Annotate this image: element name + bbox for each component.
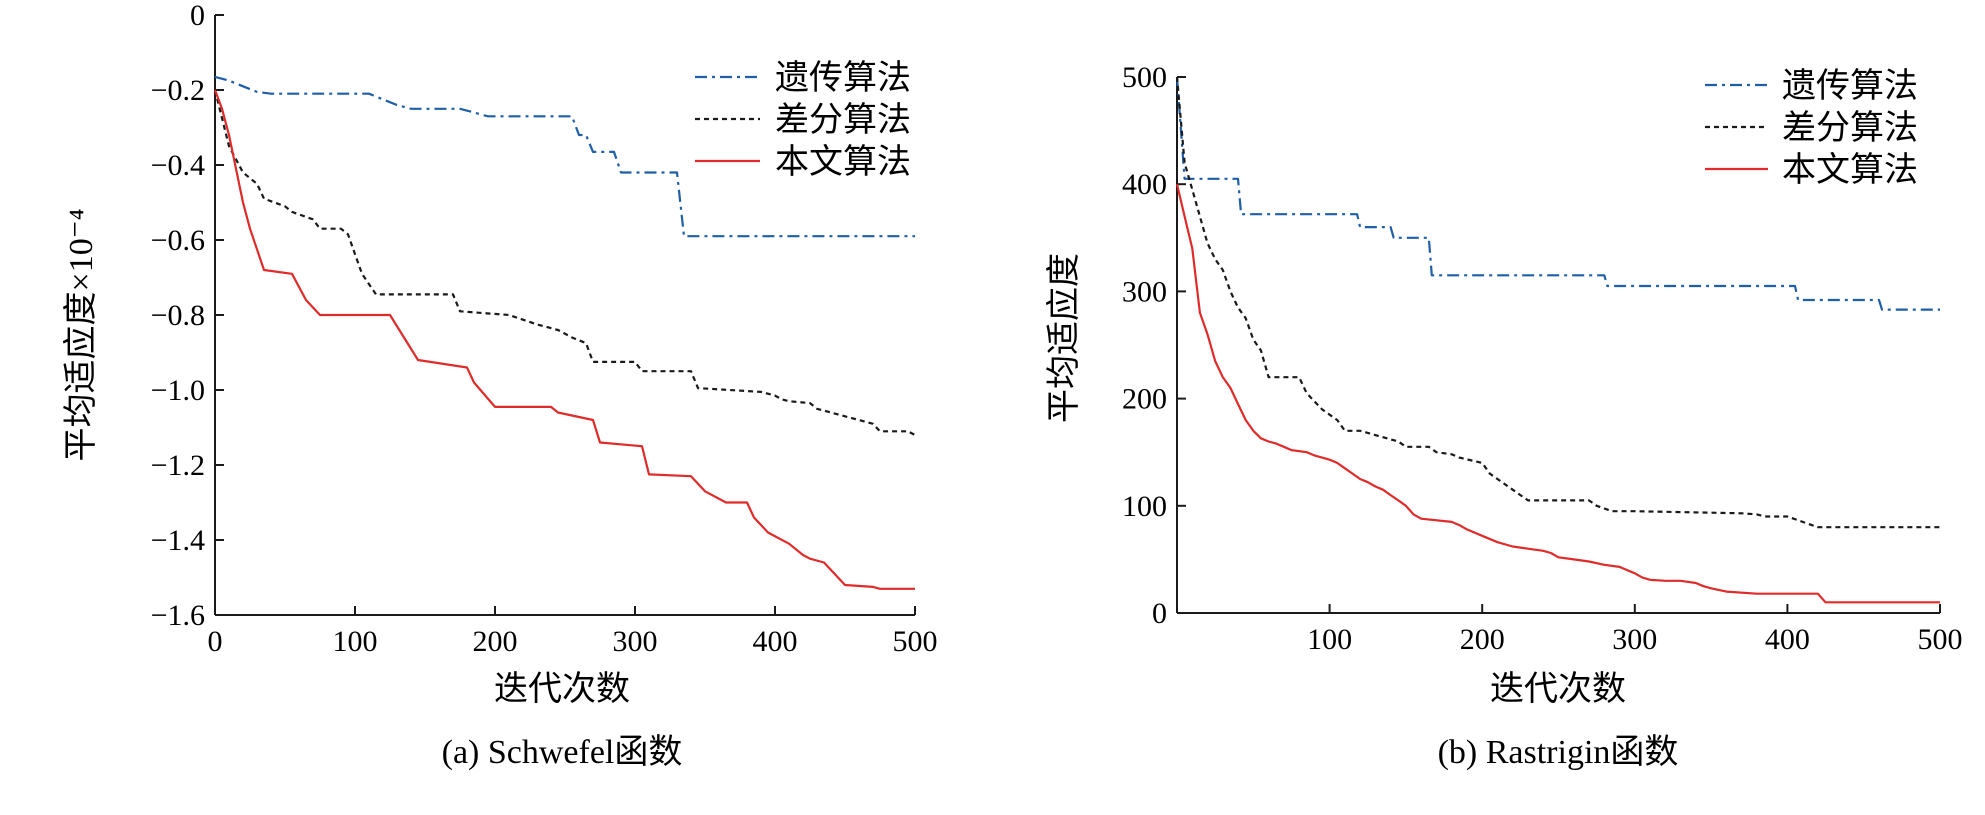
caption: (b) Rastrigin函数 (1438, 733, 1679, 771)
x-axis-title: 迭代次数 (1490, 670, 1626, 708)
series-line-1 (214, 75, 915, 238)
y-tick-label: 0 (190, 0, 205, 32)
y-tick-label: −1.0 (151, 374, 205, 407)
x-tick-label: 500 (893, 625, 938, 658)
y-axis-title: 平均适应度×10⁻⁴ (62, 209, 100, 462)
y-tick-label: 200 (1122, 383, 1167, 416)
series-line-3 (1175, 183, 1940, 604)
y-tick-label: 500 (1122, 61, 1167, 94)
legend-label: 差分算法 (775, 101, 911, 139)
y-tick-label: −1.2 (151, 449, 205, 482)
x-tick-label: 300 (613, 625, 658, 658)
y-tick-label: −0.8 (151, 299, 205, 332)
chart-schwefel: 平均适应度×10⁻⁴ 迭代次数 (a) Schwefel函数 0 100 200 30… (62, 0, 938, 771)
y-tick-label: 300 (1122, 275, 1167, 308)
y-tick-label: −0.2 (151, 74, 205, 107)
y-tick-label: −1.6 (151, 599, 205, 632)
y-tick-label: −1.4 (151, 524, 205, 557)
x-tick-label: 400 (753, 625, 798, 658)
series-line-3 (213, 89, 915, 590)
y-axis-title-rastrigin: 平均适应度 (1045, 253, 1083, 423)
series-line-1 (1175, 76, 1940, 311)
caption: (a) Schwefel函数 (442, 733, 683, 771)
y-tick-label: 400 (1122, 168, 1167, 201)
x-tick-label: 400 (1765, 623, 1810, 656)
y-tick-label: −0.4 (151, 149, 205, 182)
x-tick-label: 200 (473, 625, 518, 658)
legend-label: 本文算法 (1782, 151, 1918, 189)
series-line-2 (213, 89, 916, 436)
legend-label: 遗传算法 (1782, 67, 1918, 105)
x-tick-label: 100 (333, 625, 378, 658)
x-tick-label: 500 (1918, 623, 1963, 656)
y-tick-label: 0 (1152, 597, 1167, 630)
legend-label: 遗传算法 (775, 59, 911, 97)
x-axis-title: 迭代次数 (494, 670, 630, 708)
x-tick-label: 100 (1307, 623, 1352, 656)
x-tick-label: 0 (208, 625, 223, 658)
x-tick-label: 200 (1460, 623, 1505, 656)
y-axis-title: 平均适应度 (1045, 253, 1083, 423)
chart-rastrigin: 平均适应度 迭代次数 (b) Rastrigin函数 100 200 300 400 5… (1045, 61, 1963, 771)
x-tick-label: 300 (1612, 623, 1657, 656)
y-tick-label: 100 (1122, 490, 1167, 523)
y-axis-title-schwefel: 平均适应度×10⁻⁴ (62, 209, 100, 462)
series-line-2 (1175, 76, 1940, 529)
legend-label: 本文算法 (775, 143, 911, 181)
y-tick-label: −0.6 (151, 224, 205, 257)
legend-label: 差分算法 (1782, 109, 1918, 147)
